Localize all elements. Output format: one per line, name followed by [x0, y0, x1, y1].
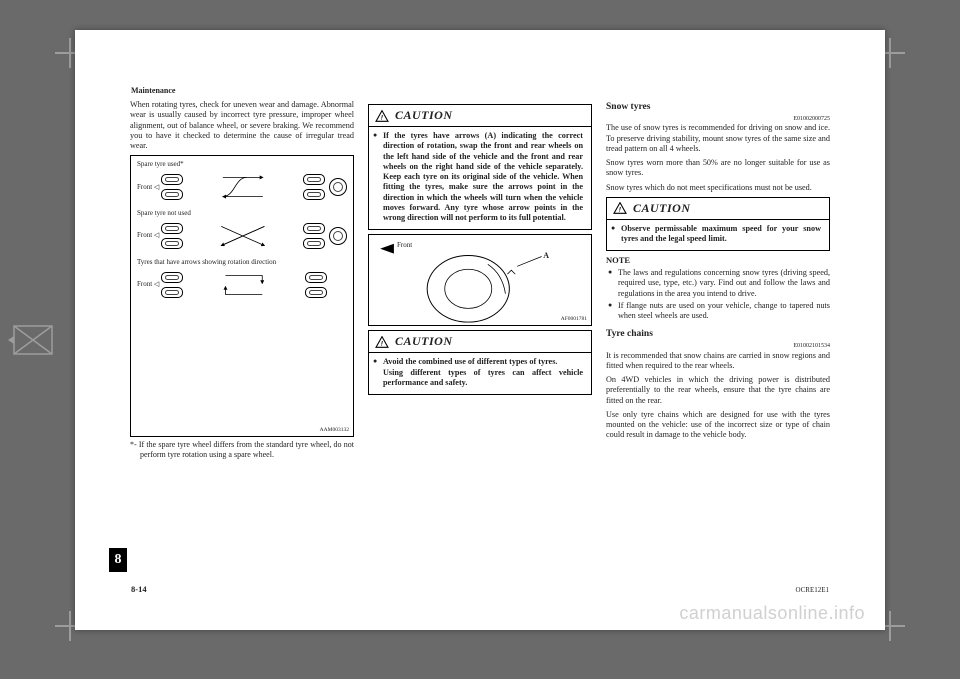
fig-label-spare-not-used: Spare tyre not used	[137, 209, 347, 218]
front-label-3: Front ◁	[137, 280, 159, 289]
snow-p2: Snow tyres worn more than 50% are no lon…	[606, 158, 830, 179]
tyre-icon	[305, 272, 327, 283]
warning-triangle-icon: !	[375, 336, 389, 348]
tyre-icon	[161, 223, 183, 234]
warning-triangle-icon: !	[375, 110, 389, 122]
tyre-icon	[161, 238, 183, 249]
chains-p2: On 4WD vehicles in which the driving pow…	[606, 375, 830, 406]
page: Maintenance When rotating tyres, check f…	[75, 30, 885, 630]
column-3: Snow tyres E01002000725 The use of snow …	[606, 100, 830, 580]
caution-title: CAUTION	[395, 108, 453, 123]
tyre-icon	[161, 174, 183, 185]
tyre-icon	[303, 223, 325, 234]
snow-tyres-heading: Snow tyres	[606, 102, 830, 114]
caution-box-rotation: ! CAUTION If the tyres have arrows (A) i…	[368, 104, 592, 230]
running-head: Maintenance	[131, 86, 175, 95]
tyre-icon	[161, 272, 183, 283]
figure-code-1: AAM003132	[320, 427, 349, 434]
spare-tyre-icon	[329, 227, 347, 245]
caution-text: If the tyres have arrows (A) indicating …	[383, 131, 583, 223]
tyre-icon	[161, 189, 183, 200]
svg-text:!: !	[619, 207, 622, 214]
caution-line1: Avoid the combined use of different type…	[383, 357, 557, 366]
chains-p1: It is recommended that snow chains are c…	[606, 351, 830, 372]
page-number: 8-14	[131, 584, 147, 594]
front-label-2: Front ◁	[137, 231, 159, 240]
note-item-1: The laws and regulations concerning snow…	[618, 268, 830, 299]
fig-label-spare-used: Spare tyre used*	[137, 160, 347, 169]
column-2: ! CAUTION If the tyres have arrows (A) i…	[368, 100, 592, 580]
note-list: The laws and regulations concerning snow…	[606, 268, 830, 321]
front-label-1: Front ◁	[137, 183, 159, 192]
rotation-arrows-3	[183, 269, 305, 301]
caution-box-snow-speed: ! CAUTION Observe permissable maximum sp…	[606, 197, 830, 252]
rotation-arrows-2	[183, 220, 303, 252]
snow-p1: The use of snow tyres is recommended for…	[606, 123, 830, 154]
watermark: carmanualsonline.info	[679, 603, 865, 624]
chains-p3: Use only tyre chains which are designed …	[606, 410, 830, 441]
side-registration-mark	[8, 320, 58, 360]
rotation-arrows-1	[183, 171, 303, 203]
fig-label-arrow-tyres: Tyres that have arrows showing rotation …	[137, 258, 347, 267]
tyre-rotation-figure: Spare tyre used* Front ◁	[130, 155, 354, 437]
snow-tyres-id: E01002000725	[606, 116, 830, 124]
intro-paragraph: When rotating tyres, check for uneven we…	[130, 100, 354, 151]
tyre-icon	[303, 238, 325, 249]
column-1: When rotating tyres, check for uneven we…	[130, 100, 354, 580]
caution-title: CAUTION	[395, 334, 453, 349]
doc-code: OCRE12E1	[796, 586, 829, 594]
caution-title: CAUTION	[633, 201, 691, 216]
wheel-a-label: A	[543, 251, 549, 261]
spare-tyre-icon	[329, 178, 347, 196]
caution-line2: Using different types of tyres can affec…	[383, 368, 583, 389]
svg-text:!: !	[381, 114, 384, 121]
svg-text:!: !	[381, 340, 384, 347]
tyre-chains-heading: Tyre chains	[606, 329, 830, 341]
content-columns: When rotating tyres, check for uneven we…	[130, 100, 830, 580]
note-heading: NOTE	[606, 255, 830, 266]
tyre-icon	[305, 287, 327, 298]
tyre-icon	[303, 189, 325, 200]
wheel-front-label: Front	[397, 241, 412, 250]
figure-code-2: AF0001781	[561, 316, 587, 323]
tyre-icon	[303, 174, 325, 185]
tyre-chains-id: E01002101534	[606, 343, 830, 351]
caution-snow-text: Observe permissable maximum speed for yo…	[621, 224, 821, 245]
note-item-2: If flange nuts are used on your vehicle,…	[618, 301, 830, 322]
spare-wheel-footnote: *- If the spare tyre wheel differs from …	[130, 440, 354, 460]
snow-p3: Snow tyres which do not meet specificati…	[606, 183, 830, 193]
wheel-direction-figure: Front A AF0001781	[368, 234, 592, 326]
caution-box-mixed-tyres: ! CAUTION Avoid the combined use of diff…	[368, 330, 592, 395]
tyre-icon	[161, 287, 183, 298]
chapter-tab: 8	[109, 548, 127, 572]
warning-triangle-icon: !	[613, 202, 627, 214]
